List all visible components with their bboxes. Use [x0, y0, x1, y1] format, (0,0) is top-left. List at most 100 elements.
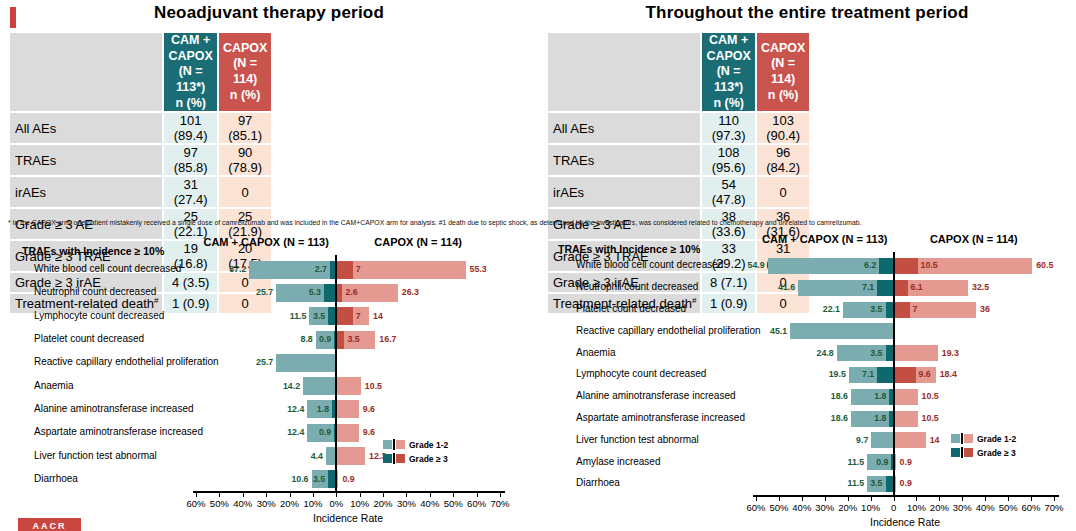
- table-header-row: CAM + CAPOX (N = 113*)n (%)CAPOX (N = 11…: [10, 33, 271, 111]
- axis-tick: [871, 497, 872, 501]
- corner-header-cell: [10, 33, 162, 111]
- bar-value-capox-total: 10.5: [922, 391, 939, 402]
- bar-segment-capox-grade12: [894, 411, 918, 427]
- bar-segment-capox-grade12: [336, 377, 361, 395]
- bar-value-capox-total: 60.5: [1036, 260, 1053, 271]
- axis-tick: [756, 497, 757, 501]
- axis-tick: [916, 497, 917, 501]
- capox-column-header: CAPOX (N = 114)n (%): [757, 33, 809, 111]
- zero-axis-line: [893, 252, 895, 495]
- bar-value-capox-grade3plus: 6.1: [911, 282, 923, 293]
- bar-segment-capox-grade3plus: [894, 258, 918, 274]
- bar-value-cam-grade3plus: 7.1: [835, 282, 874, 293]
- table-row: TRAEs97 (85.8)90 (78.9): [10, 145, 271, 175]
- category-label: Platelet count decreased: [34, 333, 144, 344]
- capox-value-cell: 97 (85.1): [219, 113, 271, 143]
- aacr-logo: AACR: [18, 518, 81, 531]
- capox-value-cell: 0: [219, 177, 271, 207]
- axis-tick: [779, 497, 780, 501]
- category-label: White blood cell count decreased: [34, 263, 181, 274]
- bar-value-capox-total: 16.7: [379, 334, 396, 345]
- legend-swatch-red: [964, 434, 973, 443]
- bar-value-capox-total: 55.3: [470, 264, 487, 275]
- table-header-row: CAM + CAPOX (N = 113*)n (%)CAPOX (N = 11…: [548, 33, 809, 111]
- bar-segment-capox-grade12: [336, 424, 358, 442]
- group-header-cam-capox: CAM + CAPOX (N = 113): [196, 236, 336, 248]
- bar-value-cam-total: 41.6: [756, 282, 795, 293]
- bar-segment-cam-grade12: [790, 323, 893, 339]
- axis-tick-label: 30%: [953, 502, 972, 513]
- bar-value-cam-grade3plus: 3.5: [844, 304, 883, 315]
- bar-segment-cam-grade12: [871, 432, 893, 448]
- bar-segment-cam-grade12: [276, 354, 336, 372]
- bar-value-cam-grade3plus: 1.8: [290, 404, 329, 415]
- legend-swatch-teal: [383, 454, 392, 463]
- x-axis-title: Incidence Rate: [196, 512, 500, 524]
- cam-capox-value-cell: 31 (27.4): [164, 177, 216, 207]
- bar-segment-capox-grade3plus: [336, 261, 352, 279]
- bar-value-cam-grade3plus: 5.3: [282, 287, 321, 298]
- bar-value-capox-total: 19.3: [942, 348, 959, 359]
- legend-swatch-red: [396, 454, 405, 463]
- legend-item: Grade ≥ 3: [951, 447, 1016, 458]
- axis-tick: [406, 493, 407, 497]
- bar-value-capox-grade3plus: 7: [913, 304, 918, 315]
- bar-value-cam-grade3plus: 7.1: [835, 369, 874, 380]
- cam-capox-column-header: CAM + CAPOX (N = 113*)n (%): [702, 33, 754, 111]
- category-label: Alanine aminotransferase increased: [34, 403, 194, 414]
- legend-swatch-red: [396, 440, 405, 449]
- axis-tick-label: 10%: [861, 502, 880, 513]
- chart-row-header: TRAEs with Incidence ≥ 10%: [22, 245, 164, 257]
- bar-value-cam-total: 54.9: [726, 260, 765, 271]
- cam-capox-column-header: CAM + CAPOX (N = 113*)n (%): [164, 33, 216, 111]
- bar-segment-capox-grade3plus: [336, 331, 344, 349]
- category-label: Liver function test abnormal: [576, 434, 699, 445]
- bar-value-capox-total: 14: [373, 311, 383, 322]
- cam-capox-value-cell: 97 (85.8): [164, 145, 216, 175]
- category-label: Aspartate aminotransferase increased: [576, 412, 745, 423]
- bar-segment-capox-grade12: [894, 345, 938, 361]
- legend-swatch-divider: [393, 439, 395, 450]
- category-label: Diarrhoea: [34, 473, 78, 484]
- bar-segment-cam-grade3plus: [877, 280, 893, 296]
- axis-tick-label: 20%: [280, 498, 299, 509]
- bar-segment-capox-grade3plus: [336, 307, 352, 325]
- bar-value-capox-total: 9.6: [363, 427, 375, 438]
- axis-tick-label: 10%: [350, 498, 369, 509]
- group-header-cam-capox: CAM + CAPOX (N = 113): [756, 233, 894, 245]
- panel-title-entire-treatment: Throughout the entire treatment period: [538, 3, 1076, 23]
- axis-tick: [802, 497, 803, 501]
- row-label-cell: TRAEs: [10, 145, 162, 175]
- bar-value-capox-total: 0.9: [900, 457, 912, 468]
- bar-segment-cam-grade12: [303, 377, 336, 395]
- bar-value-capox-grade3plus: 9.6: [919, 369, 931, 380]
- axis-tick-label: 0%: [329, 498, 343, 509]
- axis-tick-label: 70%: [1044, 502, 1063, 513]
- axis-tick: [196, 493, 197, 497]
- bar-value-cam-grade3plus: 3.5: [844, 478, 883, 489]
- category-label: Diarrhoea: [576, 477, 620, 488]
- bar-value-cam-total: 14.2: [261, 381, 300, 392]
- axis-tick-label: 30%: [815, 502, 834, 513]
- bar-value-cam-total: 9.7: [829, 435, 868, 446]
- legend-label: Grade 1-2: [977, 434, 1016, 444]
- category-label: Neutrophil count decreased: [34, 286, 156, 297]
- bar-segment-capox-grade3plus: [894, 367, 916, 383]
- bar-segment-capox-grade12: [894, 432, 926, 448]
- axis-tick: [894, 497, 895, 501]
- axis-tick-label: 50%: [769, 502, 788, 513]
- axis-tick: [848, 497, 849, 501]
- bar-value-capox-total: 10.5: [922, 413, 939, 424]
- row-label-cell: All AEs: [548, 113, 700, 143]
- bar-value-cam-grade3plus: 3.5: [286, 311, 325, 322]
- bar-segment-cam-grade3plus: [879, 258, 893, 274]
- bar-value-cam-total: 25.7: [234, 357, 273, 368]
- axis-tick-label: 30%: [397, 498, 416, 509]
- bar-value-cam-total: 18.6: [809, 391, 848, 402]
- bar-value-capox-total: 9.6: [363, 404, 375, 415]
- bar-value-capox-grade3plus: 10.5: [921, 260, 938, 271]
- chart-legend: Grade 1-2 Grade ≥ 3: [951, 433, 1016, 461]
- bar-value-cam-total: 24.8: [795, 348, 834, 359]
- row-label-cell: irAEs: [548, 177, 700, 207]
- legend-item: Grade ≥ 3: [383, 453, 448, 464]
